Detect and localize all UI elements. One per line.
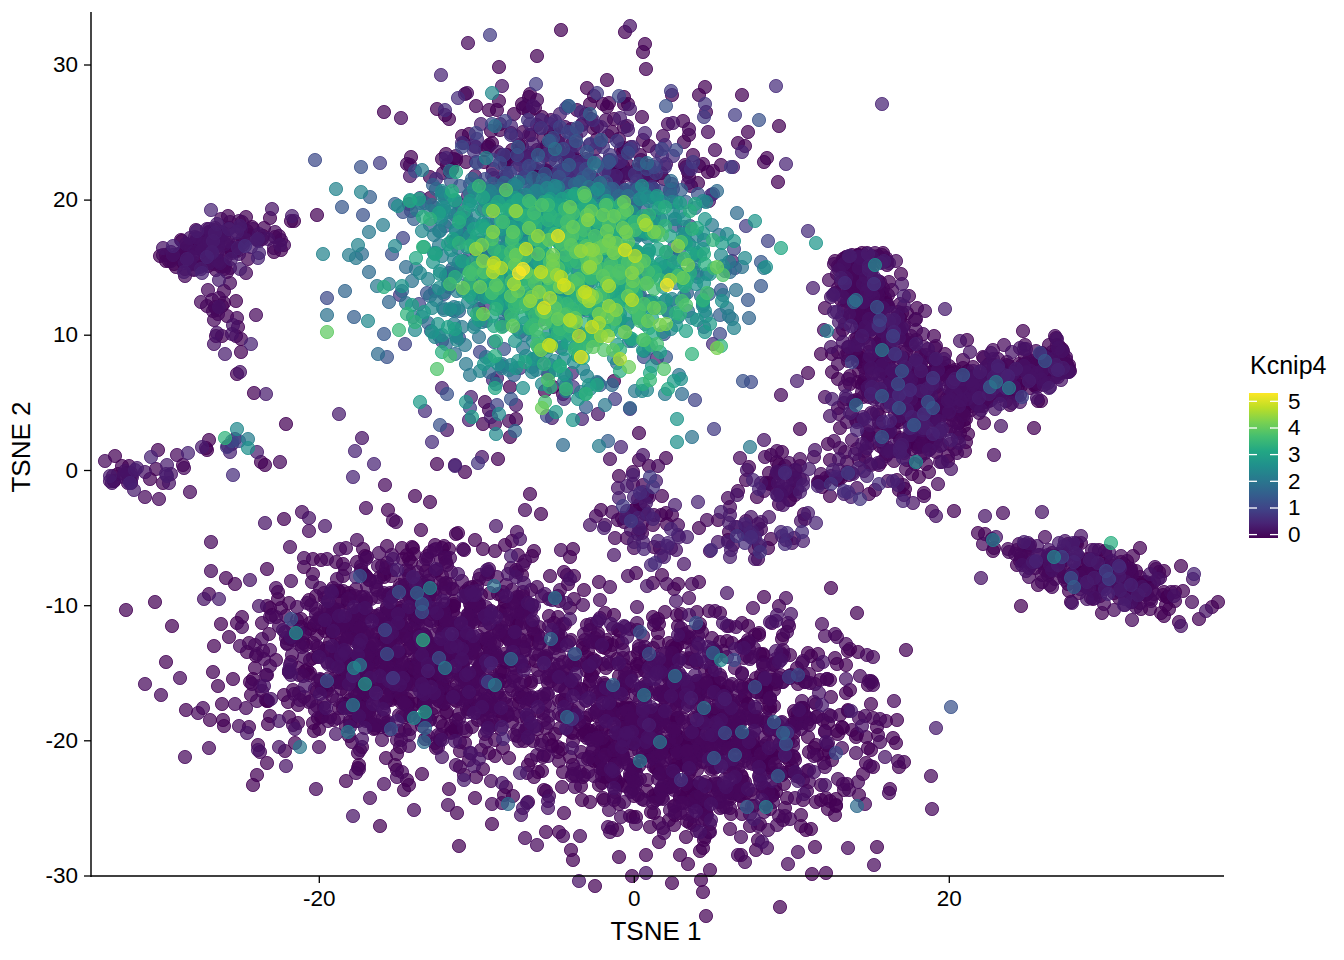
svg-text:10: 10: [53, 322, 78, 347]
svg-text:3: 3: [1288, 442, 1301, 467]
svg-text:Kcnip4: Kcnip4: [1250, 351, 1327, 379]
svg-text:30: 30: [53, 52, 78, 77]
svg-text:4: 4: [1288, 415, 1301, 440]
svg-text:-20: -20: [303, 886, 336, 911]
svg-text:-20: -20: [45, 728, 78, 753]
svg-text:1: 1: [1288, 495, 1301, 520]
svg-text:2: 2: [1288, 469, 1301, 494]
svg-text:0: 0: [628, 886, 641, 911]
svg-text:-30: -30: [45, 863, 78, 888]
svg-text:20: 20: [53, 187, 78, 212]
svg-text:TSNE 2: TSNE 2: [6, 401, 36, 492]
svg-text:0: 0: [1288, 522, 1301, 547]
svg-text:20: 20: [937, 886, 962, 911]
svg-text:0: 0: [65, 458, 78, 483]
svg-text:TSNE 1: TSNE 1: [610, 916, 701, 946]
svg-text:5: 5: [1288, 389, 1301, 414]
svg-text:-10: -10: [45, 593, 78, 618]
